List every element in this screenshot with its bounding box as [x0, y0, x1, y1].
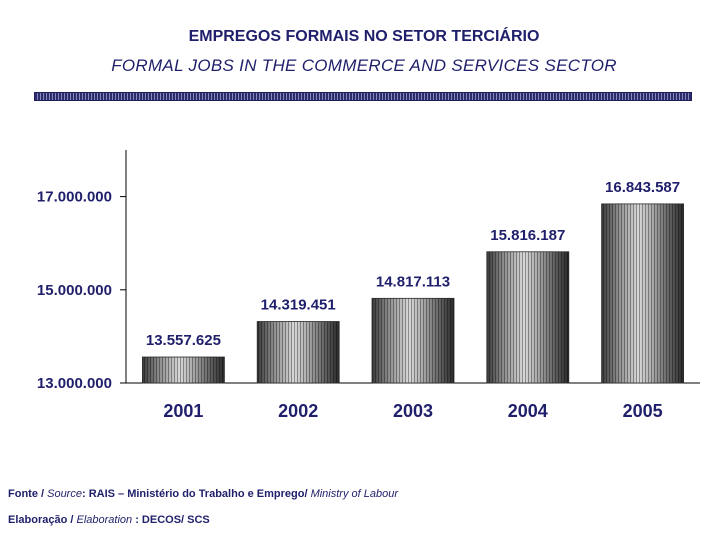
bar-texture: [486, 251, 569, 383]
source-text-en: Ministry of Labour: [310, 488, 398, 500]
x-tick-label: 2004: [508, 401, 548, 421]
data-label: 14.319.451: [261, 297, 336, 314]
bar-outline: [141, 356, 225, 384]
elaboration-note: Elaboração / Elaboration : DECOS/ SCS: [8, 514, 210, 526]
source-label-pt: Fonte /: [8, 488, 48, 500]
x-tick-label: 2002: [278, 401, 318, 421]
data-label: 14.817.113: [376, 273, 450, 290]
data-label: 13.557.625: [146, 332, 221, 349]
source-text: : RAIS – Ministério do Trabalho e Empreg…: [81, 488, 311, 500]
data-label: 15.816.187: [490, 227, 565, 244]
bar-texture: [142, 357, 225, 383]
bar-outline: [486, 251, 570, 384]
elaboration-label-pt: Elaboração /: [8, 514, 77, 526]
x-tick-label: 2001: [163, 401, 203, 421]
bar-outline: [601, 203, 684, 384]
y-tick-label: 17.000.000: [37, 189, 112, 206]
source-note: Fonte / Source: RAIS – Ministério do Tra…: [8, 488, 398, 500]
elaboration-label-en: Elaboration: [76, 514, 133, 526]
bar-outline: [256, 321, 340, 384]
data-label: 16.843.587: [605, 179, 680, 196]
title-divider: [34, 92, 692, 101]
bar-chart: 13.000.000 15.000.000 17.000.000 13.557.62…: [37, 150, 700, 421]
bar-texture: [257, 321, 340, 383]
elaboration-text: : DECOS/ SCS: [132, 514, 210, 526]
y-tick-label: 15.000.000: [37, 282, 112, 299]
chart-title: EMPREGOS FORMAIS NO SETOR TERCIÁRIO: [188, 28, 540, 45]
x-tick-label: 2003: [393, 401, 433, 421]
chart-subtitle: FORMAL JOBS IN THE COMMERCE AND SERVICES…: [111, 56, 617, 75]
y-tick-label: 13.000.000: [37, 375, 112, 392]
source-label-en: Source: [47, 488, 82, 500]
bar-outline: [371, 297, 455, 384]
bar-texture: [372, 298, 454, 383]
bar-texture: [601, 203, 684, 383]
x-tick-label: 2005: [623, 401, 663, 421]
